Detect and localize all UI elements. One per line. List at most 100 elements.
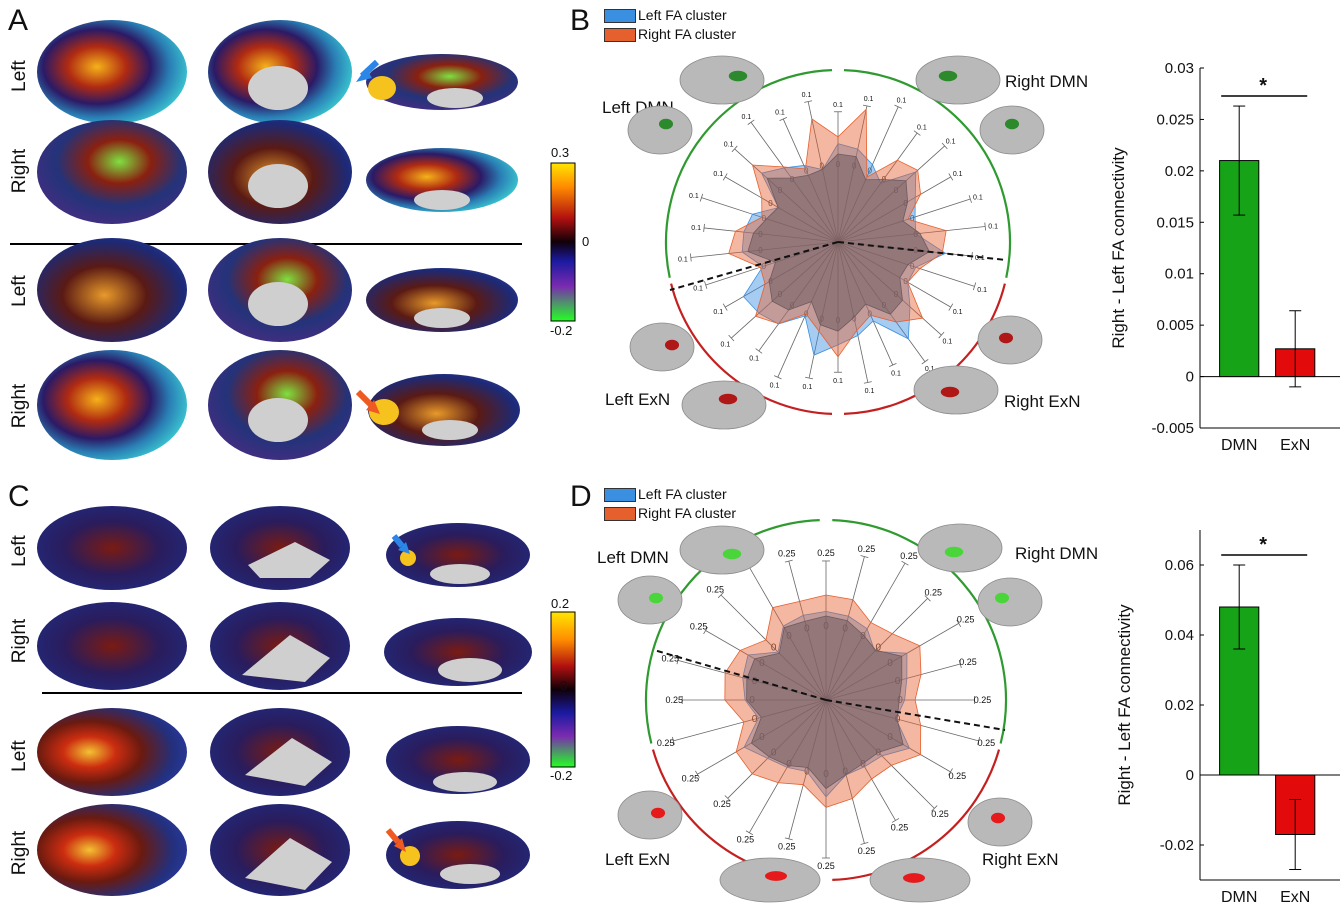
arc-left-dmn — [644, 519, 820, 744]
panel-letter-d: D — [570, 480, 592, 513]
panel-c-brains — [37, 506, 576, 896]
x-tick-label: ExN — [1280, 889, 1310, 906]
y-axis-label: Right - Left FA connectivity — [1115, 604, 1134, 806]
radar-tick-label: 0.1 — [713, 171, 723, 178]
radar-spoke-cap — [745, 830, 754, 836]
radar-tick-label: 0.25 — [661, 653, 679, 663]
brain-thumbnail-region — [658, 118, 674, 130]
radar-tick-label: 0.1 — [953, 171, 963, 178]
brain-a-r4-ventral — [368, 374, 520, 446]
radar-zero-label: 0 — [771, 643, 777, 654]
network-label-left-exn-d: Left ExN — [605, 850, 671, 869]
radar-spoke-cap — [773, 375, 782, 380]
radar-spoke-cap — [784, 837, 793, 841]
radar-tick-label: 0.1 — [988, 224, 998, 231]
radar-tick-label: 0.1 — [770, 383, 780, 390]
radar-tick-label: 0.25 — [925, 588, 943, 598]
significance-star: * — [1259, 75, 1267, 97]
radar-spoke-cap — [863, 381, 872, 384]
brain-thumbnail-region — [1004, 118, 1020, 130]
radar-spoke-cap — [731, 145, 738, 153]
radar-spoke-cap — [695, 770, 700, 778]
brain-thumbnail-region — [765, 871, 787, 881]
brain-a-r2-lateral — [37, 120, 187, 224]
radar-tick-label: 0.1 — [946, 139, 956, 146]
colorbar-c-min: -0.2 — [550, 768, 573, 783]
radar-tick-label: 0.1 — [865, 388, 875, 395]
radar-tick-label: 0.1 — [975, 255, 985, 262]
colorbar-a — [550, 162, 576, 322]
brain-thumbnail — [915, 55, 1001, 105]
radar-tick-label: 0.25 — [900, 551, 918, 561]
bar-chart-d: 0.06 0.04 0.02 0 -0.02 Right - Left FA connec… — [1115, 530, 1340, 906]
radar-spoke-cap — [921, 359, 929, 365]
radar-tick-label: 0.1 — [833, 378, 843, 385]
radar-spoke-cap — [728, 334, 735, 342]
brain-thumbnail-region — [990, 812, 1006, 824]
divider-dash-right — [825, 699, 1006, 731]
radar-tick-label: 0.1 — [803, 384, 813, 391]
legend-swatch-right-b — [604, 28, 636, 42]
radar-spoke-cap — [938, 331, 945, 339]
brain-c-r3-lateral — [37, 708, 187, 796]
radar-spoke-cap — [804, 100, 813, 103]
colorbar-c-mid: 0 — [560, 678, 568, 693]
x-tick-label: DMN — [1221, 437, 1257, 454]
legend-swatch-left-b — [604, 9, 636, 23]
network-label-right-exn-d: Right ExN — [982, 850, 1059, 869]
radar-tick-label: 0.1 — [741, 114, 751, 121]
radar-tick-label: 0.1 — [917, 125, 927, 132]
y-tick-label: 0.02 — [1165, 163, 1194, 180]
radar-spoke-cap — [931, 805, 938, 812]
radar-spoke-cap — [784, 559, 793, 563]
radar-tick-label: 0.25 — [737, 835, 755, 845]
radar-spoke-cap — [779, 116, 788, 121]
radar-tick-label: 0.1 — [691, 225, 701, 232]
orange-arrow-icon — [355, 389, 380, 414]
colorbar-a-mid: 0 — [582, 234, 590, 249]
radar-spoke-cap — [913, 130, 921, 136]
brain-thumbnail — [679, 55, 765, 105]
radar-spoke-cap — [924, 595, 931, 602]
legend-label-left-b: Left FA cluster — [638, 7, 727, 23]
radar-zero-label: 0 — [876, 747, 882, 758]
arc-left-dmn — [664, 69, 833, 278]
y-tick-label: 0.015 — [1156, 214, 1194, 231]
radar-spoke-cap — [958, 660, 962, 668]
brain-a-r4-lateral — [37, 350, 187, 460]
y-tick-label: -0.02 — [1160, 837, 1194, 854]
radar-spoke-cap — [977, 736, 981, 745]
radar-spoke-cap — [862, 104, 871, 108]
radar-tick-label: 0.1 — [864, 96, 874, 103]
radar-tick-label: 0.25 — [817, 861, 835, 871]
arc-left-exn — [670, 283, 833, 415]
radar-zero-label: 0 — [910, 262, 915, 271]
brain-thumbnail — [627, 105, 693, 155]
brain-a-r3-lateral — [37, 238, 187, 342]
radar-tick-label: 0.1 — [925, 366, 935, 373]
brain-c-r1-lateral — [37, 506, 187, 590]
y-tick-label: 0.01 — [1165, 266, 1194, 283]
radar-spoke-cap — [724, 795, 731, 802]
brain-a-r2-ventral — [366, 148, 518, 212]
x-tick-label: DMN — [1221, 889, 1257, 906]
y-tick-label: 0.02 — [1165, 697, 1194, 714]
brain-c-r1-ventral — [386, 523, 530, 587]
radar-spoke-cap — [860, 842, 869, 845]
radar-tick-label: 0.1 — [678, 256, 688, 263]
legend-label-right-b: Right FA cluster — [638, 26, 737, 42]
radar-zero-label: 0 — [762, 262, 767, 271]
radar-polygon-overlap — [746, 615, 904, 790]
radar-spoke-cap — [699, 193, 704, 202]
radar-tick-label: 0.25 — [858, 846, 876, 856]
brain-thumbnail-region — [728, 70, 748, 82]
colorbar-a-min: -0.2 — [550, 323, 573, 338]
radar-zero-label: 0 — [867, 167, 872, 176]
radar-tick-label: 0.25 — [665, 695, 683, 705]
radar-zero-label: 0 — [820, 162, 825, 171]
radar-zero-label: 0 — [867, 309, 872, 318]
legend-label-right-d: Right FA cluster — [638, 505, 737, 521]
radar-spoke-cap — [722, 173, 728, 181]
radar-spoke-cap — [984, 222, 987, 231]
radar-tick-label: 0.1 — [942, 338, 952, 345]
